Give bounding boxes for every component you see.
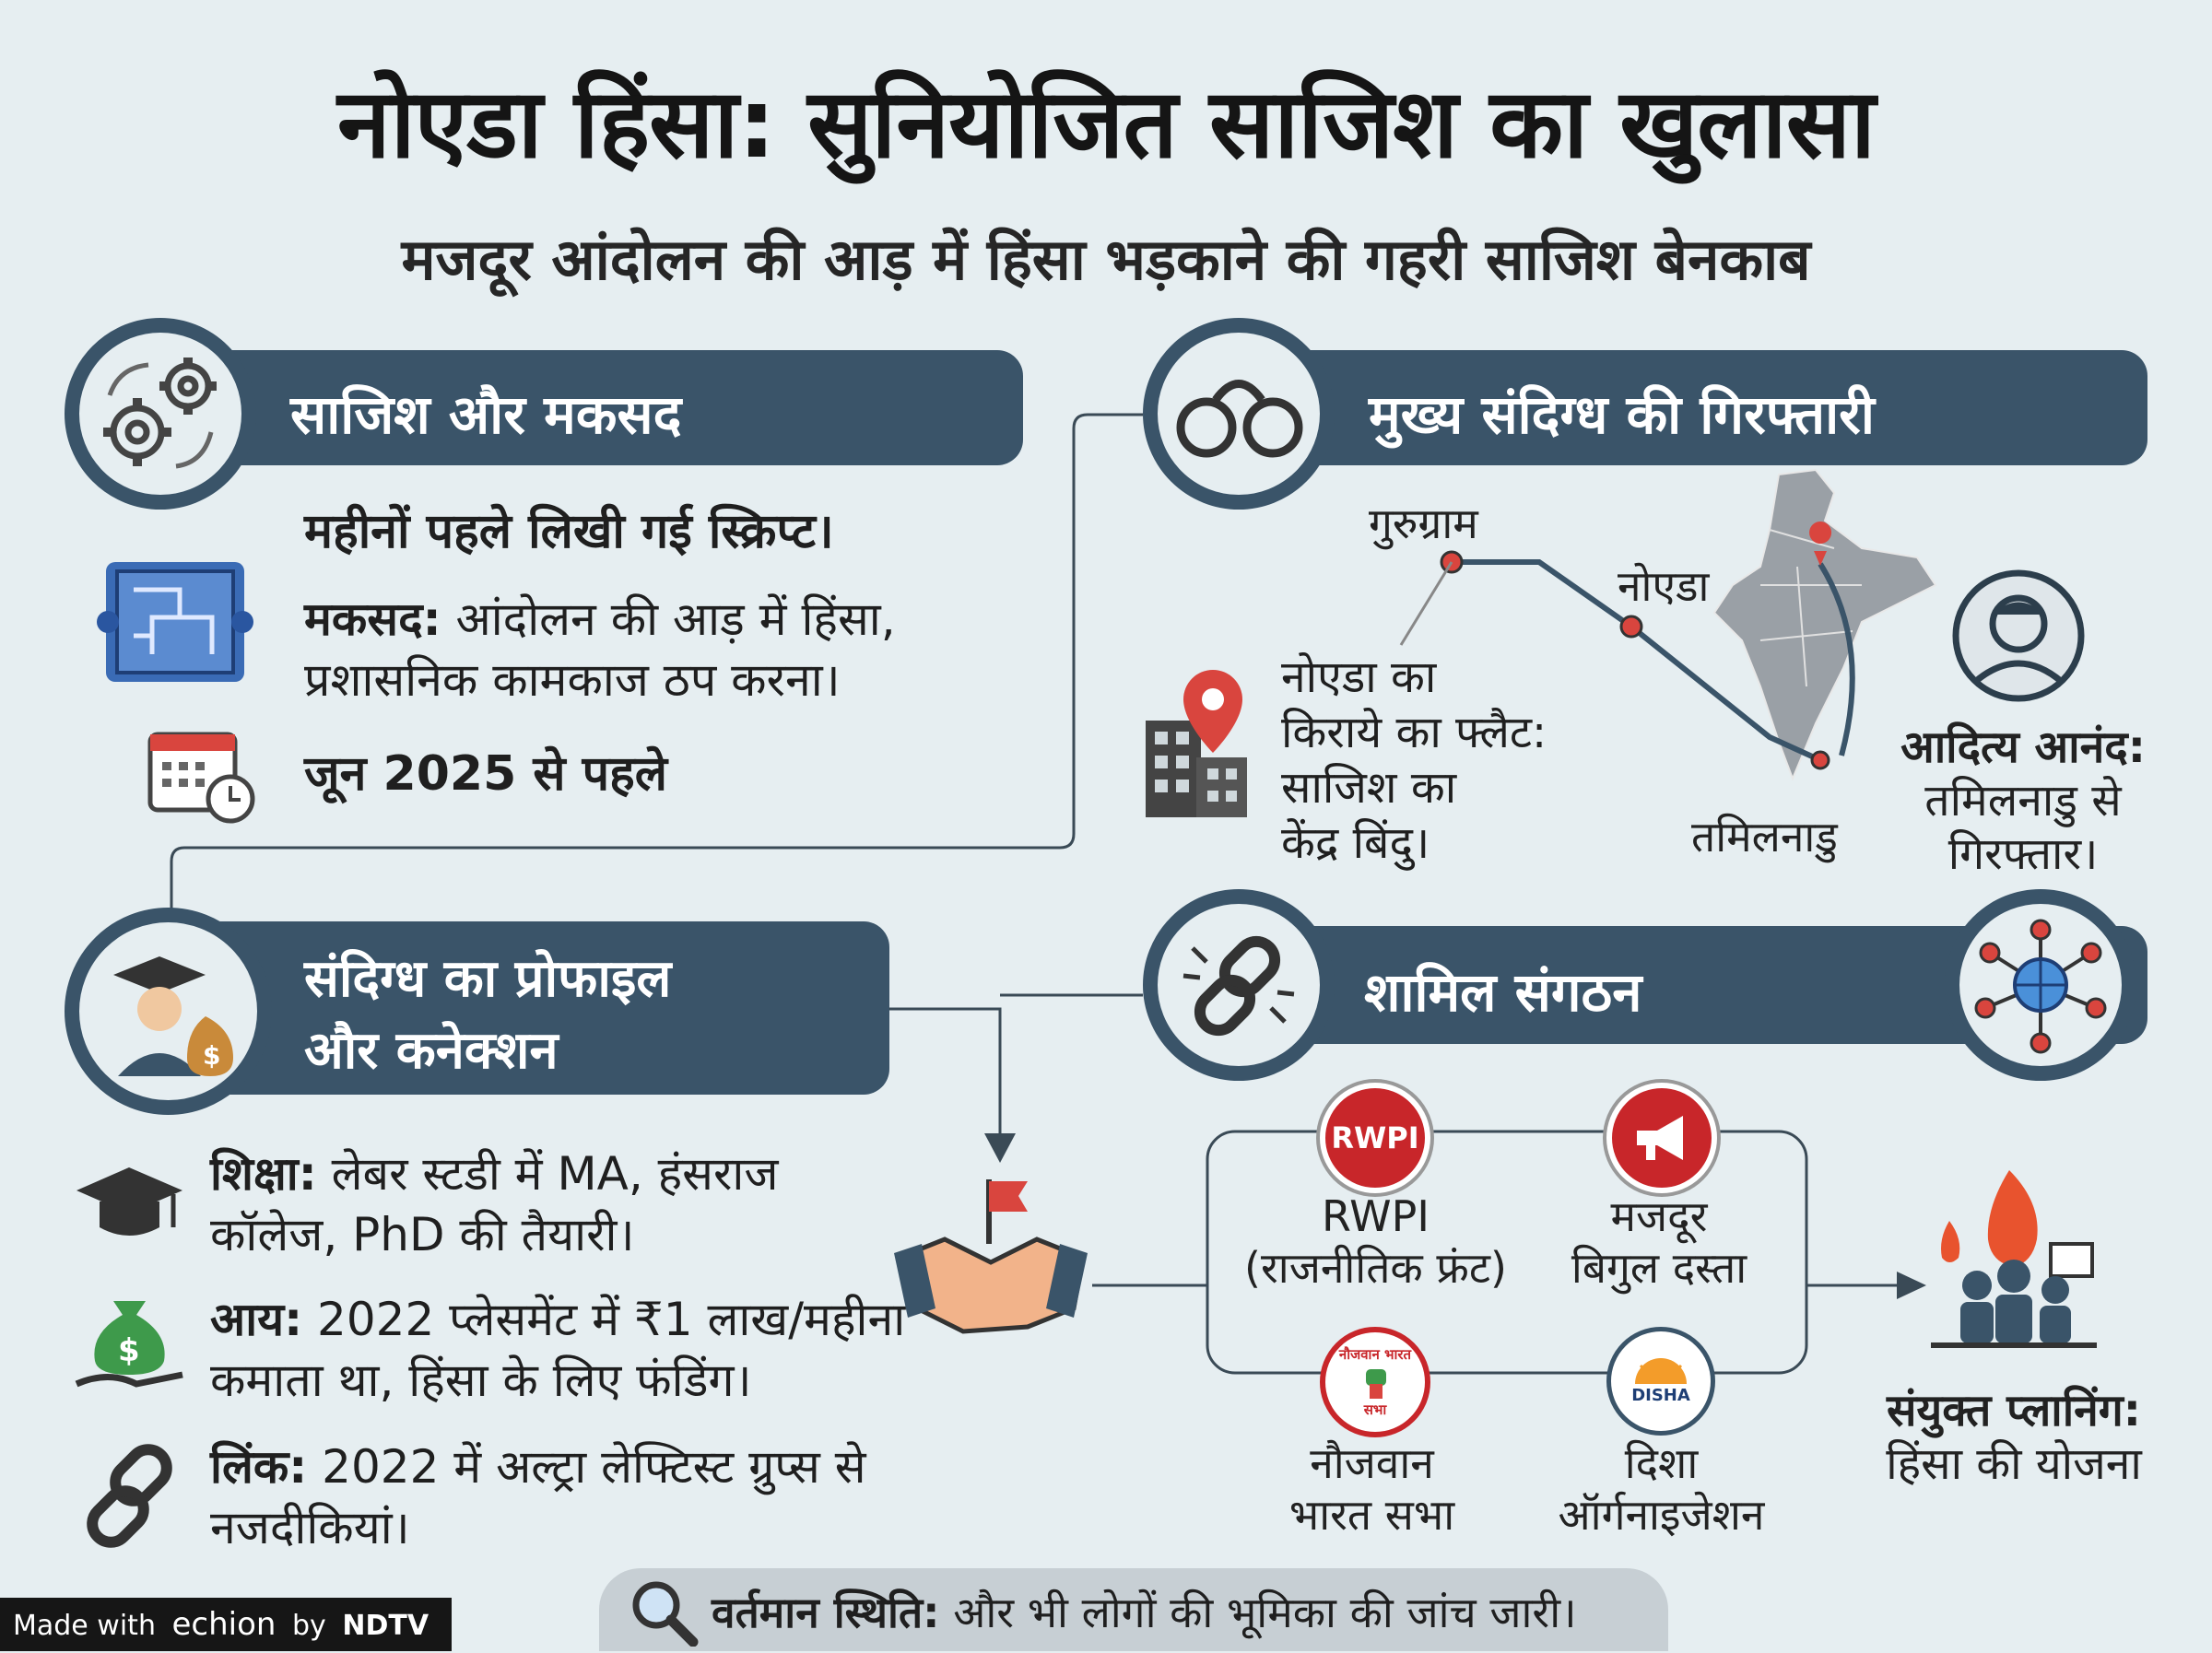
rwpi-label: RWPI (राजनीतिक फ्रंट) [1217, 1190, 1535, 1294]
link-label: लिंक: [210, 1440, 308, 1494]
disha-badge: DISHA [1606, 1327, 1715, 1436]
rwpi-badge: RWPI [1320, 1083, 1430, 1193]
disha-badge-text: DISHA [1631, 1385, 1690, 1405]
flat-line-3: साजिश का [1281, 762, 1457, 814]
bigul-line-2: बिगुल दस्ता [1571, 1243, 1747, 1293]
suspect-text: आदित्य आनंद: तमिलनाडु से गिरफ्तार। [1880, 721, 2166, 881]
money-hand-icon: $ [72, 1292, 187, 1401]
joint-text: हिंसा की योजना [1886, 1438, 2142, 1490]
motive-line-1: मकसद: आंदोलन की आड़ में हिंसा, [304, 590, 896, 649]
blueprint-icon [97, 553, 253, 695]
status-text: वर्तमान स्थिति: और भी लोगों की भूमिका की… [712, 1583, 1577, 1640]
income-label: आय: [210, 1293, 303, 1346]
megaphone-badge [1606, 1083, 1717, 1193]
status-detail: और भी लोगों की भूमिका की जांच जारी। [939, 1588, 1577, 1637]
place-tamilnadu: तमिलनाडु [1691, 812, 1838, 862]
edu-line-2: कॉलेज, PhD की तैयारी। [210, 1208, 635, 1261]
made-with-text: Made with [13, 1610, 156, 1642]
orgs-heading: शामिल संगठन [1364, 961, 1642, 1024]
nbs-badge: नौजवान भारत सभा [1320, 1327, 1430, 1437]
gears-icon [103, 358, 217, 469]
motive-label: मकसद: [304, 592, 441, 646]
megaphone-icon [1637, 1116, 1683, 1160]
income-line-2: कमाता था, हिंसा के लिए फंडिंग। [210, 1354, 752, 1407]
date-line: जून 2025 से पहले [304, 746, 668, 802]
bigul-label: मजदूर बिगुल दस्ता [1548, 1190, 1770, 1294]
suspect-avatar-icon [1949, 567, 2088, 709]
flat-line-2: किराये का फ्लैट: [1281, 707, 1547, 758]
page-subtitle: मजदूर आंदोलन की आड़ में हिंसा भड़काने की… [401, 226, 1811, 293]
nbs-line-2: भारत सभा [1288, 1490, 1455, 1540]
handcuffs-icon [1176, 380, 1303, 458]
edu-label: शिक्षा: [210, 1147, 317, 1201]
by-text: by [292, 1610, 326, 1642]
sunrise-icon [1635, 1357, 1687, 1384]
link-line-1: लिंक: 2022 में अल्ट्रा लेफ्टिस्ट ग्रुप्स… [210, 1437, 866, 1496]
nbs-badge-top: नौजवान भारत [1338, 1346, 1412, 1363]
profile-circle: $ [65, 908, 272, 1115]
svg-text:$: $ [203, 1040, 220, 1071]
motive-text-1: आंदोलन की आड़ में हिंसा, [441, 592, 896, 646]
profile-banner: संदिग्ध का प्रोफाइल और कनेक्शन [166, 921, 889, 1095]
nbs-badge-bottom: सभा [1363, 1401, 1387, 1418]
disha-line-1: दिशा [1624, 1438, 1699, 1488]
broken-chain-circle [1143, 889, 1335, 1081]
network-circle [1945, 889, 2136, 1081]
building-pin-icon [1141, 665, 1252, 826]
broken-chain-icon [1182, 935, 1295, 1037]
handshake-flag-icon [889, 1170, 1092, 1349]
suspect-line-2: गिरफ्तार। [1947, 828, 2099, 880]
magnifier-icon [627, 1577, 700, 1650]
joint-label: संयुक्त प्लानिंग: [1886, 1385, 2141, 1436]
india-map [1712, 468, 1937, 781]
flat-text: नोएडा का किराये का फ्लैट: साजिश का केंद्… [1281, 650, 1547, 871]
motive-line-2: प्रशासनिक कामकाज ठप करना। [304, 653, 841, 707]
bigul-line-1: मजदूर [1610, 1191, 1708, 1241]
flat-line-4: केंद्र बिंदु। [1281, 817, 1430, 869]
edu-text-1: लेबर स्टडी में MA, हंसराज [316, 1147, 779, 1201]
profile-heading-2: और कनेक्शन [304, 1021, 559, 1081]
echion-logo: echion [171, 1606, 276, 1643]
script-line: महीनों पहले लिखी गई स्क्रिप्ट। [304, 504, 834, 559]
place-gurugram: गुरुग्राम [1369, 498, 1478, 548]
nbs-label: नौजवान भारत सभा [1268, 1437, 1476, 1541]
ndtv-logo: NDTV [342, 1610, 429, 1642]
nbs-line-1: नौजवान [1310, 1438, 1434, 1488]
suspect-line-1: तमिलनाडु से [1924, 775, 2122, 826]
income-text-1: 2022 प्लेसमेंट में ₹1 लाख/महीना [302, 1293, 906, 1346]
conspiracy-banner: साजिश और मकसद [166, 350, 1023, 465]
status-bar [599, 1568, 1668, 1651]
graduate-money-icon: $ [112, 955, 233, 1076]
raised-fist-icon [1366, 1369, 1386, 1399]
arrest-heading: मुख्य संदिग्ध की गिरफ्तारी [1369, 383, 1875, 446]
status-label: वर्तमान स्थिति: [712, 1588, 940, 1637]
flat-line-1: नोएडा का [1281, 651, 1437, 703]
page-title: नोएडा हिंसा: सुनियोजित साजिश का खुलासा [336, 67, 1876, 180]
income-line-1: आय: 2022 प्लेसमेंट में ₹1 लाख/महीना [210, 1290, 905, 1349]
suspect-name: आदित्य आनंद: [1900, 721, 2146, 773]
svg-text:$: $ [118, 1332, 140, 1369]
conspiracy-heading: साजिश और मकसद [290, 383, 682, 446]
place-noida: नोएडा [1618, 561, 1710, 611]
network-globe-icon [1974, 919, 2107, 1054]
calendar-icon [146, 723, 261, 828]
protest-fire-icon [1922, 1166, 2106, 1354]
mortarboard-icon [72, 1163, 187, 1249]
profile-heading-1: संदिग्ध का प्रोफाइल [304, 949, 672, 1009]
link-text-1: 2022 में अल्ट्रा लेफ्टिस्ट ग्रुप्स से [307, 1440, 866, 1494]
rwpi-name: RWPI [1322, 1191, 1430, 1241]
made-with-badge: Made with echion by NDTV [0, 1598, 452, 1651]
arrest-banner: मुख्य संदिग्ध की गिरफ्तारी [1263, 350, 2147, 465]
edu-line-1: शिक्षा: लेबर स्टडी में MA, हंसराज [210, 1144, 778, 1203]
joint-planning-text: संयुक्त प्लानिंग: हिंसा की योजना [1853, 1384, 2175, 1491]
disha-line-2: ऑर्गनाइजेशन [1558, 1490, 1765, 1540]
chain-link-icon [72, 1437, 187, 1556]
rwpi-desc: (राजनीतिक फ्रंट) [1244, 1243, 1507, 1293]
disha-label: दिशा ऑर्गनाइजेशन [1539, 1437, 1783, 1541]
link-line-2: नजदीकियां। [210, 1501, 410, 1554]
